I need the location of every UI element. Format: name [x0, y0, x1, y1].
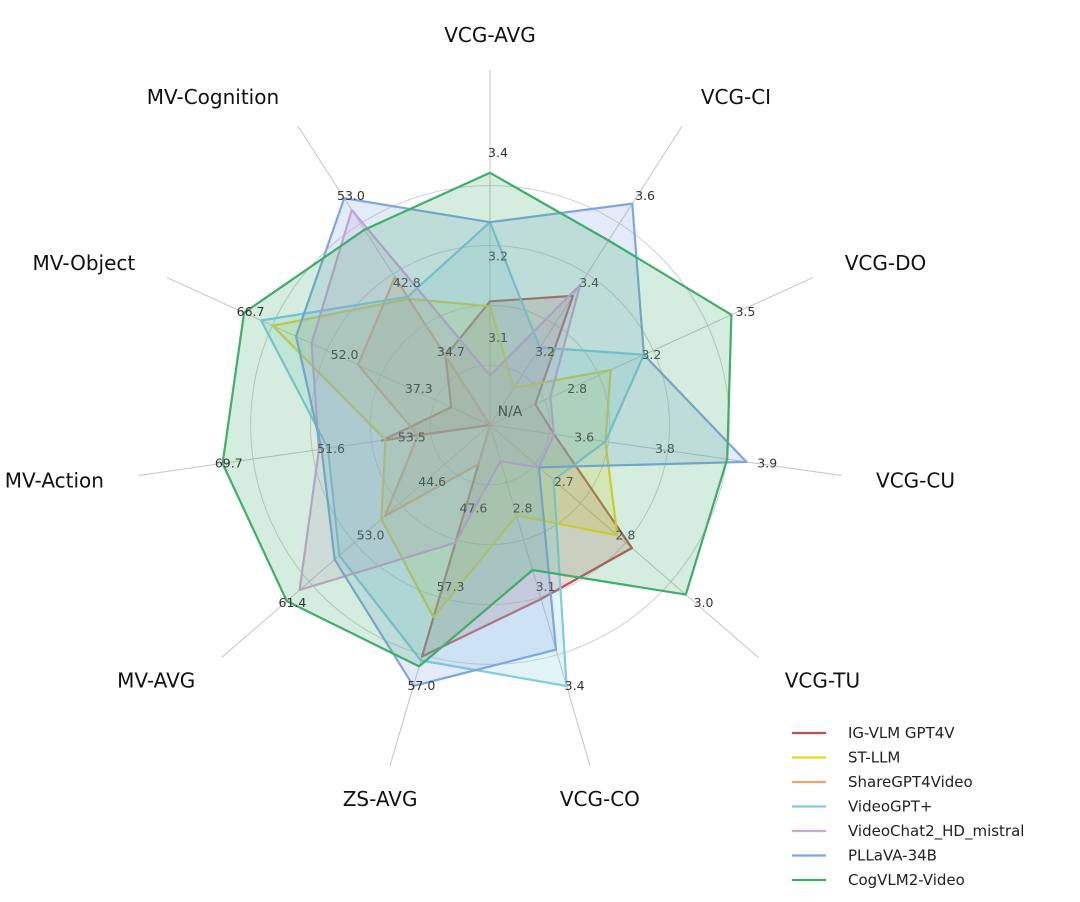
inner-tick-3: 3.2: [641, 347, 661, 362]
series-layer: [221, 171, 748, 688]
axis-label-vcg-co: VCG-CO: [560, 787, 640, 811]
legend-label-6: PLLaVA-34B: [848, 847, 937, 865]
outer-tick-5: 3.0: [694, 595, 714, 610]
series-videochat2-hd-mistral: [298, 208, 582, 592]
mid-tick-8: 44.6: [418, 474, 446, 489]
inner-tick-11: 42.8: [393, 275, 421, 290]
spoke-2: [489, 126, 683, 426]
legend: IG-VLM GPT4V ST-LLM ShareGPT4Video VideoGPT…: [792, 724, 1024, 889]
legend-label-3: ShareGPT4Video: [848, 773, 973, 791]
legend-label-2: ST-LLM: [848, 749, 900, 767]
spoke-4: [489, 424, 842, 477]
spoke-8: [221, 424, 491, 658]
spoke-3: [489, 277, 814, 426]
inner-tick-10: 52.0: [331, 347, 359, 362]
axis-label-vcg-cu: VCG-CU: [876, 469, 955, 493]
outer-tick-10: 66.7: [237, 304, 265, 319]
outer-tick-8: 61.4: [279, 595, 307, 610]
outer-tick-4: 3.9: [757, 456, 777, 471]
spoke-5: [489, 424, 759, 658]
legend-label-1: IG-VLM GPT4V: [848, 724, 955, 742]
legend-label-4: VideoGPT+: [848, 798, 932, 816]
axis-label-vcg-tu: VCG-TU: [785, 668, 860, 692]
axis-label-mv-action: MV-Action: [5, 469, 104, 493]
axis-labels: VCG-AVG VCG-CI VCG-DO VCG-CU VCG-TU VCG-CO ZS-…: [5, 23, 955, 811]
axis-label-mv-avg: MV-AVG: [117, 668, 195, 692]
mid-tick-10: 37.3: [405, 381, 433, 396]
series-st-llm: [271, 297, 619, 619]
mid-tick-11: 34.7: [437, 344, 465, 359]
mid-tick-1: 3.1: [488, 330, 508, 345]
axis-label-mv-cognition: MV-Cognition: [147, 85, 279, 109]
spoke-10: [166, 277, 491, 426]
series-sharegpt4video: [357, 276, 492, 518]
inner-tick-8: 53.0: [357, 527, 385, 542]
outer-tick-6: 3.4: [565, 678, 585, 693]
mid-tick-9: 53.5: [398, 429, 426, 444]
mid-tick-4: 3.6: [574, 429, 594, 444]
center-label: N/A: [498, 404, 523, 420]
inner-tick-5: 2.8: [616, 527, 636, 542]
series-cogvlm2-video: [221, 171, 733, 668]
mid-tick-2: 3.2: [535, 344, 555, 359]
mid-tick-3: 2.8: [567, 381, 587, 396]
inner-tick-7: 57.3: [437, 579, 465, 594]
axis-label-vcg-ci: VCG-CI: [701, 85, 771, 109]
inner-tick-6: 3.1: [536, 579, 556, 594]
tick-labels: 3.4 3.2 3.1 3.6 3.4 3.2 3.5 3.2 2.8 3.9 3.8 3.6 3.0 2…: [215, 145, 777, 693]
spoke-6: [489, 424, 591, 766]
legend-label-7: CogVLM2-Video: [848, 871, 965, 889]
axis-label-vcg-avg: VCG-AVG: [444, 23, 536, 47]
series-ig-vlm-gpt4v: [380, 294, 634, 658]
outer-tick-3: 3.5: [735, 304, 755, 319]
axis-label-zs-avg: ZS-AVG: [343, 787, 418, 811]
inner-tick-4: 3.8: [655, 441, 675, 456]
mid-tick-7: 47.6: [460, 501, 488, 516]
series-pllava-34b: [295, 197, 748, 688]
legend-label-5: VideoChat2_HD_mistral: [848, 822, 1024, 841]
inner-tick-2: 3.4: [579, 275, 599, 290]
axis-label-mv-object: MV-Object: [33, 251, 136, 275]
mid-tick-6: 2.8: [513, 501, 533, 516]
outer-tick-2: 3.6: [635, 188, 655, 203]
outer-tick-11: 53.0: [337, 188, 365, 203]
outer-tick-9: 69.7: [215, 456, 243, 471]
inner-tick-1: 3.2: [488, 248, 508, 263]
outer-tick-7: 57.0: [407, 678, 435, 693]
axis-label-vcg-do: VCG-DO: [845, 251, 927, 275]
mid-tick-5: 2.7: [554, 474, 574, 489]
outer-tick-1: 3.4: [488, 145, 508, 160]
inner-tick-9: 51.6: [317, 441, 345, 456]
